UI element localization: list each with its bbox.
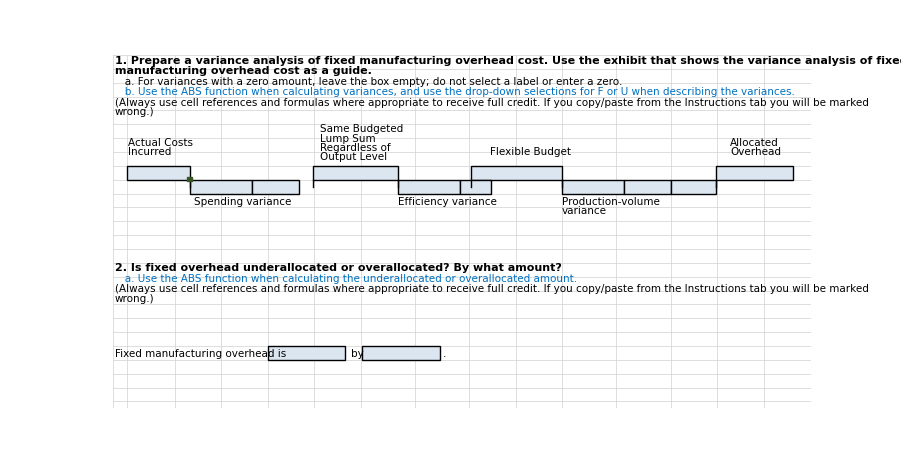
Bar [562,180,624,194]
Text: manufacturing overhead cost as a guide.: manufacturing overhead cost as a guide. [115,66,372,76]
Bar [670,180,715,194]
Text: Same Budgeted: Same Budgeted [321,124,404,134]
Text: Efficiency variance: Efficiency variance [398,196,496,207]
Text: Incurred: Incurred [128,147,171,158]
Text: Overhead: Overhead [731,147,781,158]
Text: (Always use cell references and formulas where appropriate to receive full credi: (Always use cell references and formulas… [115,284,869,294]
Text: Spending variance: Spending variance [194,196,291,207]
Bar [126,166,190,180]
Text: Output Level: Output Level [321,152,387,162]
Bar [460,180,491,194]
Bar [470,166,562,180]
Text: 1. Prepare a variance analysis of fixed manufacturing overhead cost. Use the exh: 1. Prepare a variance analysis of fixed … [115,56,901,66]
Text: wrong.): wrong.) [115,294,155,304]
Text: by: by [351,349,364,359]
Text: Regardless of: Regardless of [321,143,391,153]
Bar [715,166,793,180]
Text: Fixed manufacturing overhead is: Fixed manufacturing overhead is [115,349,287,359]
Text: a. For variances with a zero amount, leave the box empty; do not select a label : a. For variances with a zero amount, lea… [115,76,623,87]
Text: Production-volume: Production-volume [562,196,660,207]
Text: Actual Costs: Actual Costs [128,138,193,148]
Text: wrong.): wrong.) [115,107,155,117]
Text: (Always use cell references and formulas where appropriate to receive full credi: (Always use cell references and formulas… [115,98,869,108]
Bar [187,177,192,181]
Bar [624,180,670,194]
Text: Flexible Budget: Flexible Budget [490,147,571,158]
Text: variance: variance [562,206,607,216]
Bar [362,346,440,360]
Text: 2. Is fixed overhead underallocated or overallocated? By what amount?: 2. Is fixed overhead underallocated or o… [115,263,562,273]
Bar [252,180,298,194]
Bar [268,346,345,360]
Text: b. Use the ABS function when calculating variances, and use the drop-down select: b. Use the ABS function when calculating… [115,87,795,97]
Bar [313,166,398,180]
Text: a. Use the ABS function when calculating the underallocated or overallocated amo: a. Use the ABS function when calculating… [115,273,577,284]
Text: .: . [442,349,446,359]
Text: Allocated: Allocated [731,138,779,148]
Text: Lump Sum: Lump Sum [321,133,376,143]
Bar [398,180,460,194]
Bar [190,180,252,194]
